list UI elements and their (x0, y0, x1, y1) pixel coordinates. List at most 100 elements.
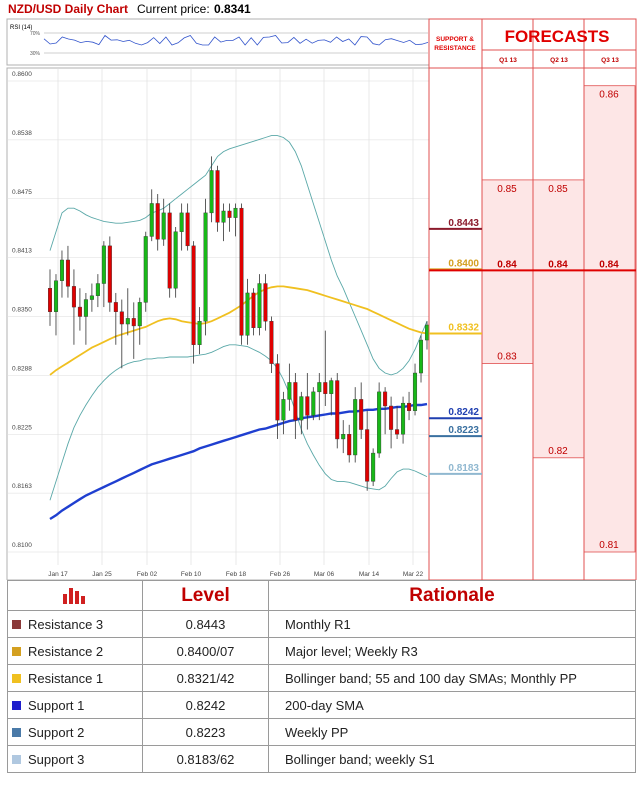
y-tick-label: 0.8350 (12, 307, 32, 314)
table-row: Resistance 2 0.8400/07 Major level; Weekly… (7, 637, 636, 665)
level-name-cell: Resistance 3 (7, 610, 143, 638)
candle (419, 335, 424, 383)
candle (59, 250, 64, 298)
candle (77, 288, 82, 331)
level-rationale: Bollinger band; 55 and 100 day SMAs; Mon… (268, 664, 636, 692)
candle-body (161, 212, 166, 240)
level-color-swatch (12, 673, 21, 683)
candle-body (353, 399, 358, 456)
level-name: Resistance 2 (28, 643, 104, 659)
level-name-cell: Support 2 (7, 718, 143, 746)
candle (401, 396, 406, 444)
candle (395, 405, 400, 439)
candle (209, 156, 214, 223)
rsi-70-label: 70% (30, 31, 41, 37)
candle-body (251, 292, 256, 329)
level-rationale: Monthly R1 (268, 610, 636, 638)
level-color-swatch (12, 619, 21, 629)
candle-body (89, 295, 94, 300)
candle-body (119, 311, 124, 325)
candle (287, 363, 292, 411)
candle-body (65, 259, 70, 287)
candle (305, 373, 310, 430)
level-name: Resistance 3 (28, 616, 104, 632)
candle-body (59, 259, 64, 281)
candle-body (269, 321, 274, 364)
candle-body (377, 391, 382, 454)
candle (323, 330, 328, 406)
candle-body (311, 391, 316, 416)
candle (353, 387, 358, 463)
candle-body (293, 382, 298, 421)
candle (167, 203, 172, 298)
candle-body (323, 382, 328, 394)
candle-body (335, 380, 340, 440)
candle (161, 198, 166, 246)
candle (341, 420, 346, 454)
table-header-row: Level Rationale (7, 580, 636, 611)
candle-body (155, 203, 160, 240)
bollinger-upper (49, 135, 428, 376)
candle-body (71, 286, 76, 308)
level-name: Resistance 1 (28, 670, 104, 686)
forecast-range-box (583, 85, 636, 553)
candle (251, 288, 256, 336)
candle (113, 292, 118, 345)
level-name-cell: Support 3 (7, 745, 143, 773)
level-color-swatch (12, 727, 21, 737)
candle-body (209, 170, 214, 214)
x-tick-label: Feb 10 (181, 571, 202, 578)
candle (275, 354, 280, 439)
forecasts-title: FORECASTS (505, 27, 610, 46)
bar-chart-icon-cell (7, 580, 143, 611)
forecast-bottom-label: 0.83 (497, 352, 517, 363)
candle-body (131, 318, 136, 327)
forecast-mid-label: 0.84 (599, 259, 619, 270)
candle-body (371, 452, 376, 482)
bar-chart-icon (63, 588, 85, 605)
candle (95, 274, 100, 308)
candle (245, 278, 250, 345)
x-tick-label: Mar 14 (359, 571, 380, 578)
candle-body (239, 207, 244, 336)
level-value: 0.8223 (142, 718, 269, 746)
chart-title: NZD/USD Daily Chart (8, 2, 128, 16)
sr-label-line2: RESISTANCE (434, 45, 476, 52)
candle (335, 373, 340, 449)
candle (269, 316, 274, 374)
candle (125, 288, 130, 336)
candle-body (167, 212, 172, 289)
nzdusd-chart: NZD/USD Daily Chart Current price: 0.834… (6, 2, 637, 580)
candle (179, 203, 184, 251)
y-tick-label: 0.8600 (12, 71, 32, 78)
candle-body (149, 203, 154, 237)
price-label: Current price: (137, 2, 210, 16)
candle-body (179, 212, 184, 232)
level-name-cell: Support 1 (7, 691, 143, 719)
candle (143, 231, 148, 312)
candle (281, 391, 286, 435)
sma-55 (49, 285, 428, 376)
plot-frame (6, 67, 430, 580)
candle (383, 387, 388, 435)
candle (329, 377, 334, 416)
candle-body (48, 288, 53, 312)
candle-body (419, 339, 424, 374)
candle (215, 165, 220, 232)
bollinger-bands (49, 135, 428, 501)
forecast-bottom-label: 0.82 (548, 446, 568, 457)
candle (221, 203, 226, 242)
candle-body (383, 391, 388, 407)
candle (311, 387, 316, 421)
level-color-swatch (12, 754, 21, 764)
candle-body (263, 283, 268, 322)
table-row: Resistance 1 0.8321/42 Bollinger band; 55 … (7, 664, 636, 692)
candle-body (53, 280, 58, 312)
sma-200 (49, 402, 428, 521)
candle-body (329, 380, 334, 394)
forecast-col-q1: Q1 13 (499, 57, 517, 64)
sr-label-line1: SUPPORT & (436, 36, 474, 43)
level-color-swatch (12, 700, 21, 710)
candle-body (257, 283, 262, 329)
price-value: 0.8341 (214, 2, 251, 16)
